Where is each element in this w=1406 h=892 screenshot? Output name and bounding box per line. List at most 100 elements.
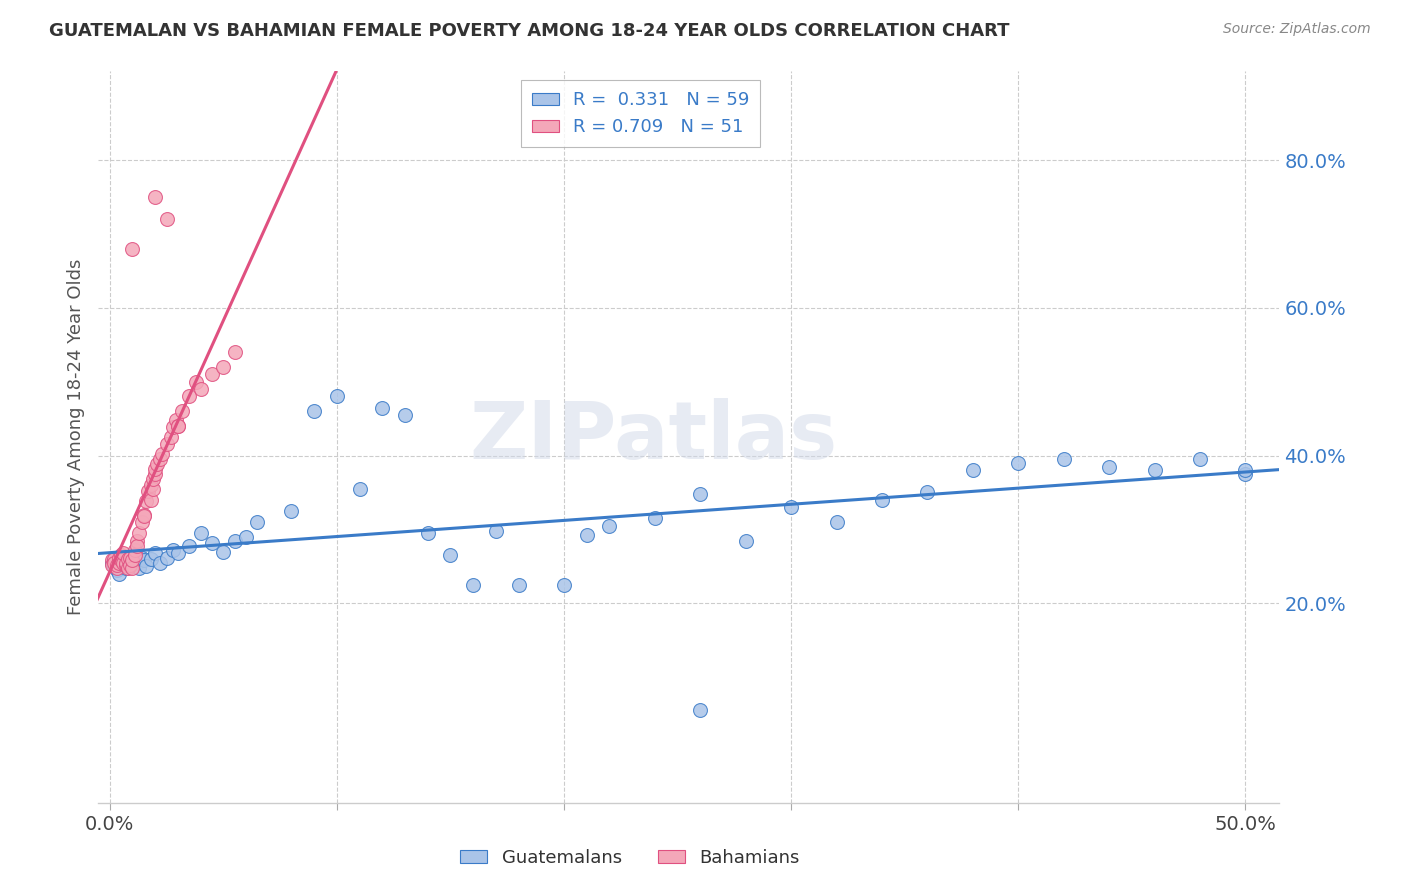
Point <box>780 500 803 515</box>
Point <box>165 413 187 427</box>
Point <box>962 463 984 477</box>
Point <box>160 430 183 444</box>
Legend: Guatemalans, Bahamians: Guatemalans, Bahamians <box>453 842 807 874</box>
Point <box>1143 463 1166 477</box>
Point <box>280 504 302 518</box>
Point <box>105 563 128 577</box>
Point <box>105 561 128 575</box>
Point <box>190 526 212 541</box>
Point <box>125 539 148 553</box>
Point <box>124 549 146 563</box>
Point <box>349 482 371 496</box>
Point <box>439 549 461 563</box>
Point <box>184 375 207 389</box>
Point <box>463 578 485 592</box>
Point <box>138 483 160 498</box>
Point <box>105 558 128 572</box>
Point <box>172 404 194 418</box>
Point <box>110 553 132 567</box>
Point <box>114 556 136 570</box>
Point <box>212 359 235 374</box>
Point <box>224 345 246 359</box>
Point <box>143 190 166 204</box>
Point <box>124 543 146 558</box>
Point <box>644 511 666 525</box>
Text: ZIPatlas: ZIPatlas <box>470 398 838 476</box>
Point <box>108 556 131 570</box>
Point <box>917 485 939 500</box>
Point <box>179 539 201 553</box>
Point <box>167 419 190 434</box>
Point <box>103 559 125 574</box>
Point <box>149 556 172 570</box>
Point <box>508 578 530 592</box>
Point <box>394 408 416 422</box>
Point <box>212 544 235 558</box>
Point <box>553 578 575 592</box>
Point <box>689 703 711 717</box>
Point <box>108 566 131 581</box>
Point <box>485 524 508 538</box>
Point <box>143 462 166 476</box>
Point <box>598 518 620 533</box>
Point <box>112 558 135 572</box>
Point <box>190 382 212 396</box>
Point <box>142 472 165 486</box>
Point <box>302 404 325 418</box>
Point <box>114 558 136 572</box>
Point <box>142 482 165 496</box>
Point <box>121 242 143 256</box>
Point <box>155 437 177 451</box>
Point <box>1098 459 1121 474</box>
Point <box>167 546 190 560</box>
Point <box>1188 452 1211 467</box>
Point <box>128 526 150 541</box>
Point <box>125 556 148 570</box>
Point <box>103 556 125 570</box>
Point <box>112 556 135 570</box>
Point <box>103 552 125 566</box>
Point <box>326 389 349 403</box>
Point <box>224 533 246 548</box>
Point <box>131 515 153 529</box>
Point <box>162 420 184 434</box>
Point <box>139 552 162 566</box>
Point <box>120 550 142 565</box>
Point <box>121 561 143 575</box>
Y-axis label: Female Poverty Among 18-24 Year Olds: Female Poverty Among 18-24 Year Olds <box>66 259 84 615</box>
Point <box>110 549 132 563</box>
Point <box>149 452 172 467</box>
Point <box>575 528 598 542</box>
Point <box>201 535 224 549</box>
Point <box>235 530 257 544</box>
Point <box>135 494 157 508</box>
Point <box>150 447 173 461</box>
Point <box>112 546 135 560</box>
Point <box>1053 452 1076 467</box>
Point <box>114 561 136 575</box>
Point <box>121 552 143 566</box>
Point <box>146 458 169 472</box>
Point <box>734 533 756 548</box>
Point <box>117 561 139 575</box>
Point <box>155 550 177 565</box>
Point <box>870 492 893 507</box>
Point <box>101 556 124 570</box>
Point <box>132 508 155 522</box>
Point <box>371 401 394 415</box>
Point <box>110 553 132 567</box>
Point <box>1234 467 1257 481</box>
Point <box>135 559 157 574</box>
Point <box>689 487 711 501</box>
Point <box>121 553 143 567</box>
Point <box>108 550 131 565</box>
Text: GUATEMALAN VS BAHAMIAN FEMALE POVERTY AMONG 18-24 YEAR OLDS CORRELATION CHART: GUATEMALAN VS BAHAMIAN FEMALE POVERTY AM… <box>49 22 1010 40</box>
Point <box>1007 456 1029 470</box>
Point <box>167 419 190 434</box>
Point <box>246 515 269 529</box>
Point <box>416 526 439 541</box>
Point <box>132 553 155 567</box>
Point <box>120 558 142 572</box>
Point <box>101 553 124 567</box>
Point <box>139 492 162 507</box>
